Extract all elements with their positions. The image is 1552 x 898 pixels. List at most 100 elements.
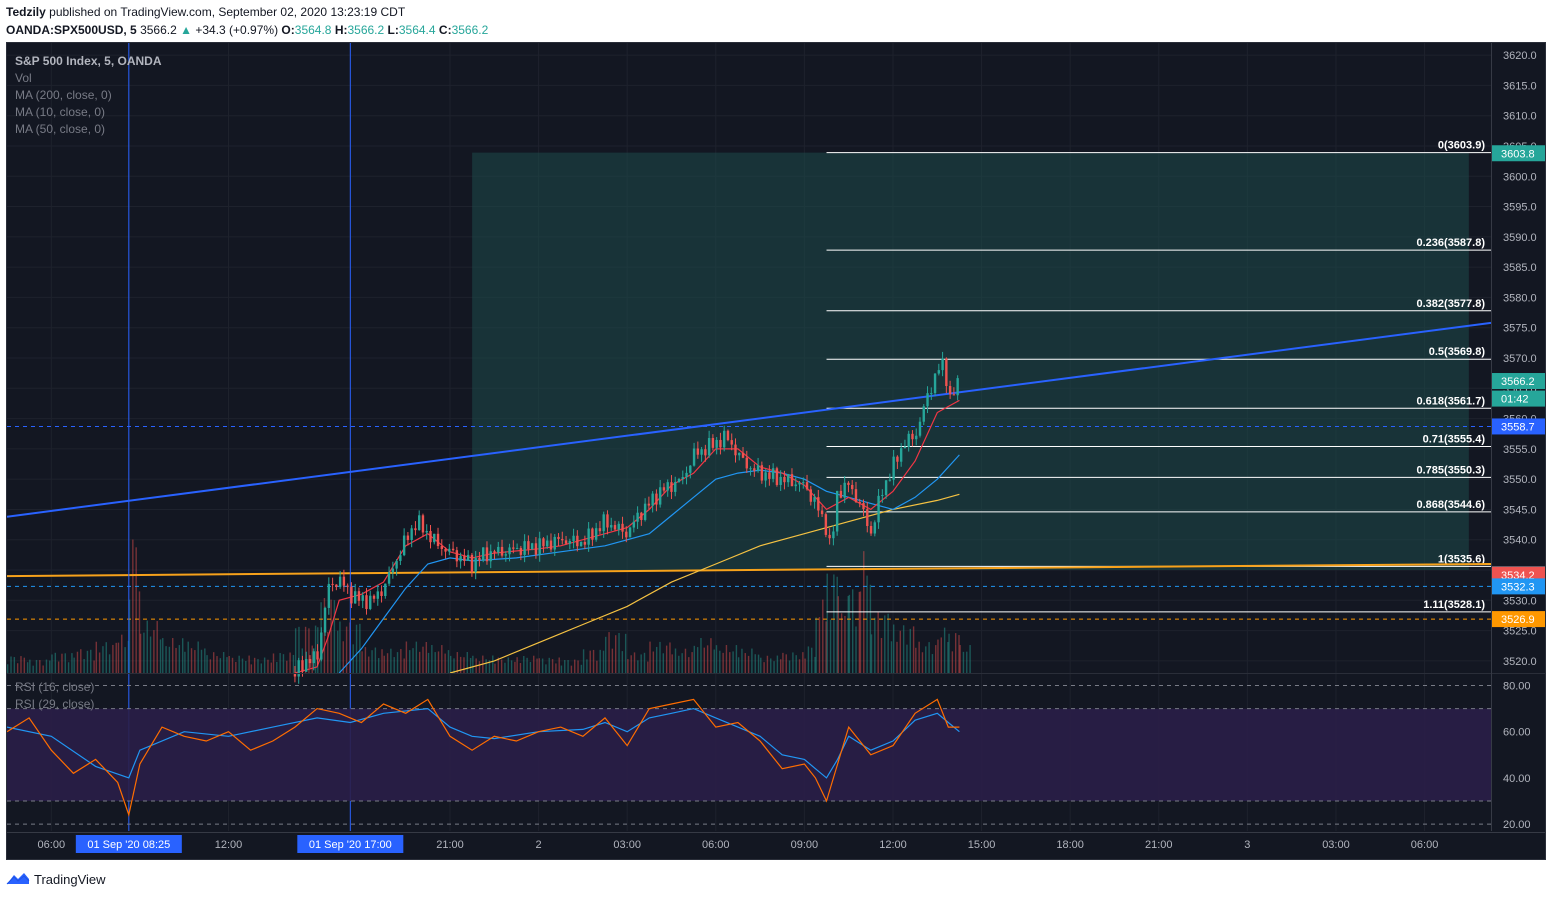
candle-body — [899, 448, 903, 462]
volume-bar — [187, 641, 189, 673]
publisher-name[interactable]: Tedzily — [6, 5, 46, 19]
time-axis-label: 01 Sep '20 08:25 — [87, 839, 170, 851]
candle-body — [410, 528, 413, 540]
candle-body — [854, 489, 858, 503]
volume-bar — [115, 642, 117, 673]
volume-bar — [962, 651, 965, 673]
candle-body — [500, 546, 504, 556]
volume-bar — [352, 644, 354, 673]
volume-bar — [422, 646, 424, 673]
candle-body — [753, 468, 756, 471]
low-value: 3564.4 — [398, 23, 436, 37]
candle-body — [606, 514, 609, 528]
volume-bar — [337, 630, 339, 673]
volume-bar — [267, 659, 269, 673]
volume-bar — [925, 646, 927, 673]
fib-level-label: 0(3603.9) — [1438, 140, 1485, 152]
publish-text: published on TradingView.com, September … — [49, 5, 406, 19]
candle-body — [579, 542, 583, 547]
candle-body — [508, 547, 511, 555]
price-axis-label: 3550.0 — [1503, 474, 1537, 486]
volume-bar — [339, 621, 341, 673]
candle-body — [463, 556, 466, 561]
candle-body — [572, 535, 575, 542]
fib-level-label: 0.71(3555.4) — [1423, 433, 1486, 445]
candle-body — [805, 482, 809, 490]
volume-bar — [359, 623, 361, 673]
volume-bar — [83, 659, 85, 673]
candle-body — [952, 394, 956, 396]
volume-bar — [441, 645, 443, 673]
volume-bar — [146, 620, 148, 673]
volume-bar — [98, 652, 101, 673]
volume-bar — [737, 657, 740, 673]
candle-body — [704, 449, 707, 456]
candle-body — [662, 487, 666, 491]
volume-bar — [674, 648, 677, 673]
volume-bar — [51, 654, 53, 673]
volume-bar — [396, 652, 399, 673]
volume-bar — [466, 652, 468, 673]
candle-body — [677, 478, 681, 483]
volume-bar — [257, 659, 259, 673]
volume-bar — [345, 626, 348, 673]
volume-bar — [848, 594, 851, 673]
candle-body — [587, 528, 590, 545]
volume-bar — [959, 645, 961, 673]
volume-bar — [26, 662, 29, 673]
position-box[interactable] — [472, 152, 1469, 571]
volume-bar — [194, 650, 196, 673]
fib-level-label: 1(3535.6) — [1438, 553, 1485, 565]
volume-bar — [469, 657, 472, 673]
candle-body — [722, 430, 726, 448]
volume-bar — [117, 642, 120, 673]
price-axis-label: 3575.0 — [1503, 323, 1537, 335]
candle-body — [564, 540, 568, 544]
resistance-trendline[interactable] — [7, 321, 1492, 518]
volume-bar — [640, 654, 642, 673]
candle-body — [478, 557, 481, 561]
candle-body — [877, 495, 880, 523]
candle-body — [835, 490, 839, 532]
volume-bar — [184, 651, 186, 673]
candle-body — [756, 465, 760, 471]
volume-bar — [64, 653, 66, 673]
rsi29-line — [7, 698, 960, 818]
volume-bar — [608, 632, 610, 673]
candle-body — [436, 533, 440, 547]
volume-bar — [128, 599, 131, 673]
symbol-name: OANDA:SPX500USD, 5 — [6, 23, 137, 37]
candle-body — [451, 548, 455, 551]
price-axis-label: 3545.0 — [1503, 504, 1537, 516]
close-label: C: — [438, 23, 452, 37]
candle-body — [730, 440, 733, 445]
time-axis-label: 06:00 — [38, 839, 66, 851]
time-axis-label: 06:00 — [702, 839, 730, 851]
candle-body — [530, 543, 534, 550]
volume-bar — [7, 664, 9, 673]
candle-body — [726, 430, 730, 441]
candle-body — [832, 531, 835, 539]
volume-bar — [488, 660, 491, 673]
support-trendline[interactable] — [7, 562, 1492, 578]
volume-bar — [921, 652, 924, 673]
volume-bar — [206, 655, 208, 673]
volume-bar — [826, 573, 828, 673]
volume-bar — [570, 665, 573, 673]
volume-bar — [323, 597, 326, 673]
volume-bar — [333, 600, 336, 673]
candle-body — [538, 538, 541, 555]
volume-bar — [276, 661, 278, 673]
volume-bar — [172, 638, 174, 673]
candle-body — [681, 477, 684, 479]
volume-bar — [57, 661, 60, 673]
chart-canvas[interactable]: 0(3603.9) 0.236(3587.8) 0.382(3577.8) 0.5(3… — [7, 43, 1546, 860]
chart-area[interactable]: 0(3603.9) 0.236(3587.8) 0.382(3577.8) 0.5(3… — [6, 42, 1546, 860]
price-change: +34.3 (+0.97%) — [195, 23, 279, 37]
volume-bar — [844, 615, 846, 673]
tradingview-brand[interactable]: TradingView — [34, 872, 106, 887]
volume-bar — [969, 645, 971, 673]
candle-body — [327, 583, 331, 608]
candle-body — [546, 540, 549, 547]
volume-bar — [560, 665, 563, 673]
